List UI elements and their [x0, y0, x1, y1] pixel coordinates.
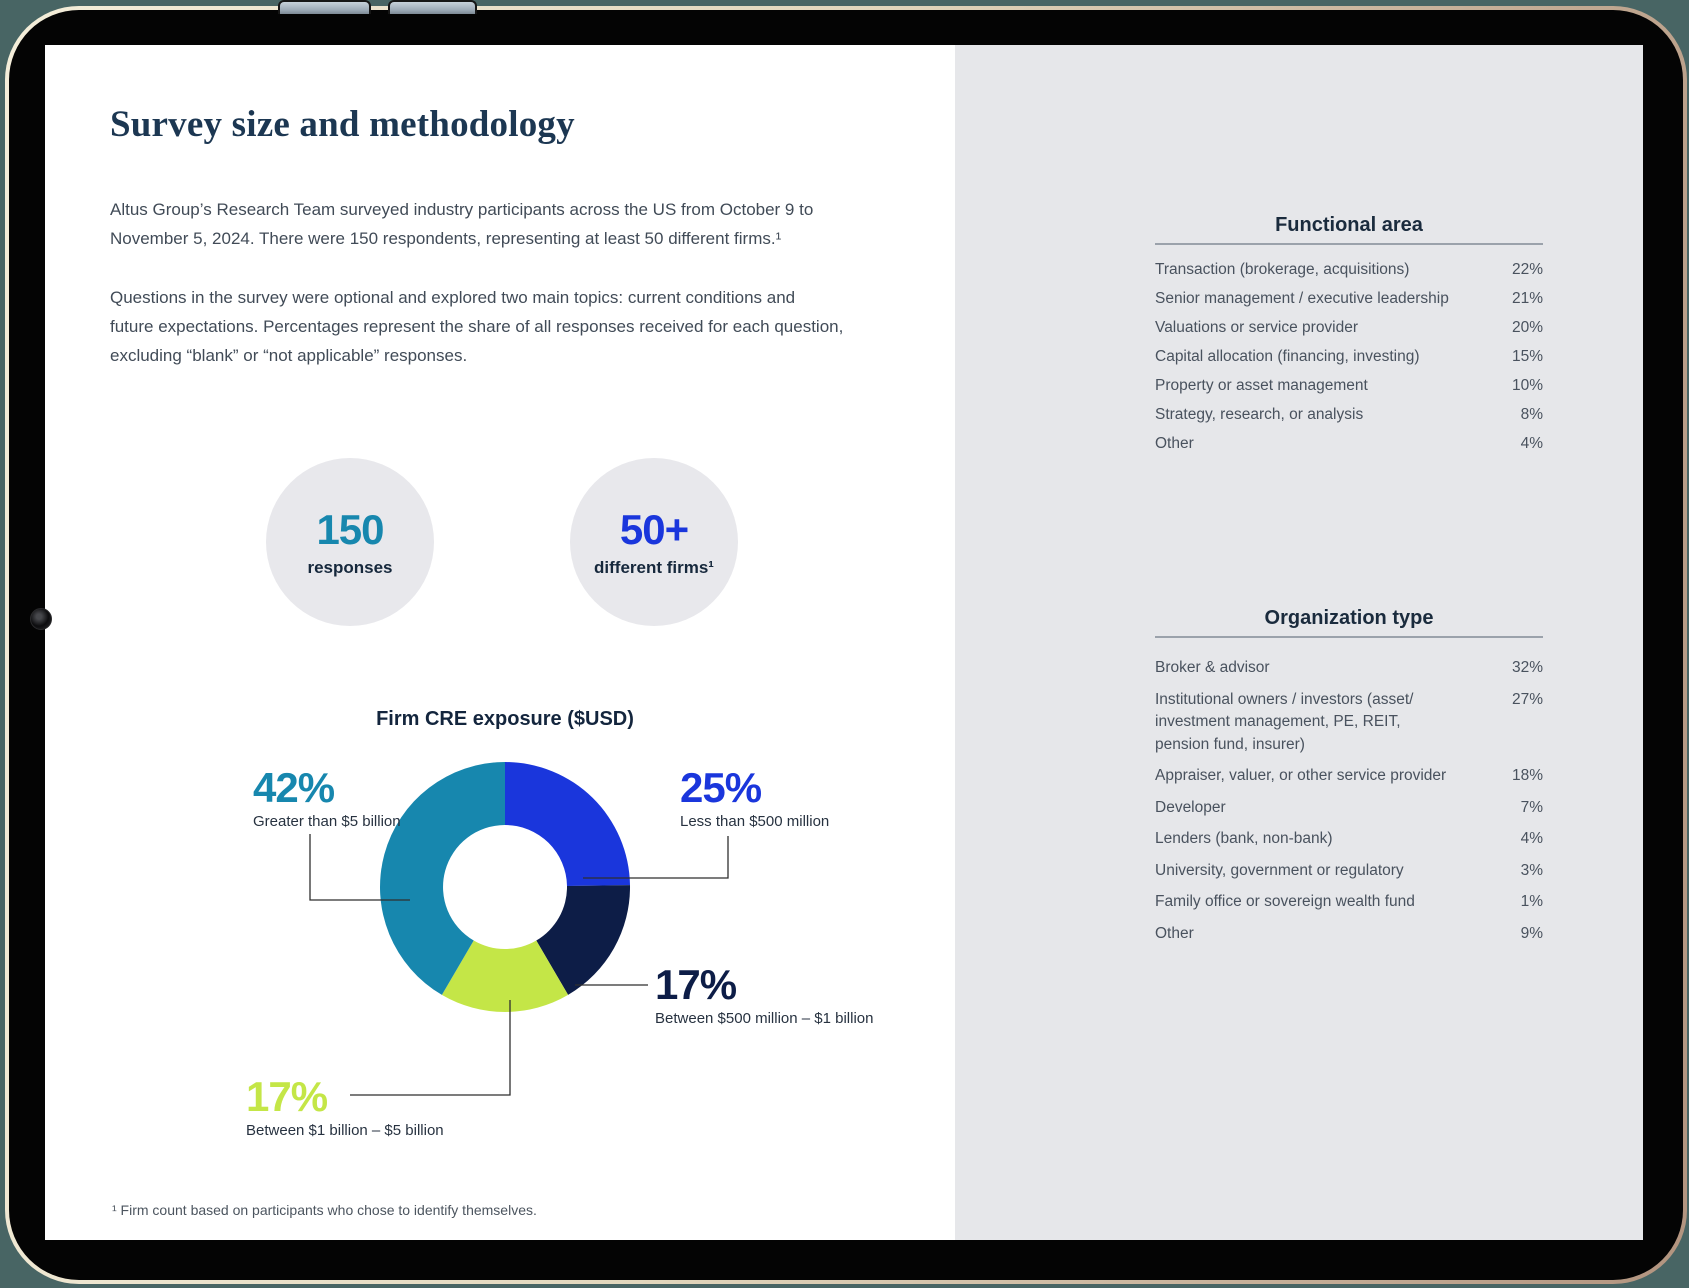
row-label: Lenders (bank, non-bank): [1155, 830, 1333, 847]
table-row: Lenders (bank, non-bank) 4%: [1155, 828, 1543, 851]
donut-segment: [505, 762, 630, 886]
row-label: Family office or sovereign wealth fund: [1155, 893, 1415, 910]
callout-line-1b-5b: [350, 1000, 511, 1096]
donut-segment: [536, 885, 631, 995]
row-value: 7%: [1520, 798, 1543, 816]
segment-label-500m-1b: 17% Between $500 million – $1 billion: [655, 961, 874, 1028]
cre-exposure-donut: [309, 762, 729, 1096]
table-row: Appraiser, valuer, or other service prov…: [1155, 765, 1543, 788]
row-label: Property or asset management: [1155, 377, 1368, 394]
donut-segment: [380, 762, 505, 995]
row-value: 10%: [1511, 377, 1543, 394]
front-camera: [30, 608, 52, 630]
row-value: 15%: [1511, 348, 1543, 365]
table-row: Institutional owners / investors (asset/…: [1155, 689, 1543, 757]
volume-button-2: [388, 0, 477, 14]
stat-value: 50+: [619, 506, 689, 553]
volume-button-1: [278, 0, 371, 14]
segment-label-greater-5b: 42% Greater than $5 billion: [253, 764, 401, 831]
stat-label: different firms¹: [594, 558, 714, 577]
methodology-paragraph: Questions in the survey were optional an…: [110, 288, 844, 365]
segment-name: Between $1 billion – $5 billion: [246, 1122, 444, 1139]
row-value: 21%: [1511, 290, 1543, 307]
segment-pct: 17%: [655, 961, 737, 1008]
tablet-frame: Functional area Transaction (brokerage, …: [5, 6, 1687, 1284]
table-row: Developer 7%: [1155, 797, 1543, 820]
row-label: Transaction (brokerage, acquisitions): [1155, 261, 1410, 278]
table-row: Valuations or service provider 20%: [1155, 317, 1543, 339]
row-label: Institutional owners / investors (asset/…: [1155, 690, 1414, 753]
table-row: Property or asset management 10%: [1155, 375, 1543, 397]
row-value: 32%: [1511, 659, 1543, 676]
row-value: 3%: [1520, 861, 1543, 879]
table-row: Other 9%: [1155, 923, 1543, 946]
segment-pct: 17%: [246, 1073, 328, 1120]
row-value: 20%: [1511, 319, 1543, 336]
table-functional-area: Functional area Transaction (brokerage, …: [1155, 213, 1543, 462]
table-row: Transaction (brokerage, acquisitions) 22%: [1155, 259, 1543, 281]
callout-line-lt500: [583, 836, 729, 879]
row-label: Strategy, research, or analysis: [1155, 406, 1364, 423]
chart-title: Firm CRE exposure ($USD): [376, 708, 634, 730]
table-organization-type: Organization type Broker & advisor 32% Ins…: [1155, 606, 1543, 954]
table-row: University, government or regulatory 3%: [1155, 860, 1543, 883]
row-value: 27%: [1511, 690, 1543, 708]
row-value: 4%: [1520, 435, 1543, 452]
table-row: Capital allocation (financing, investing…: [1155, 346, 1543, 368]
segment-label-less-500m: 25% Less than $500 million: [680, 764, 830, 831]
row-label: Appraiser, valuer, or other service prov…: [1155, 767, 1447, 784]
segment-name: Between $500 million – $1 billion: [655, 1010, 874, 1027]
row-label: Other: [1155, 435, 1194, 452]
table-rule: [1155, 636, 1543, 638]
table-rows: Transaction (brokerage, acquisitions) 22%…: [1155, 259, 1543, 455]
row-label: Other: [1155, 924, 1194, 942]
table-rule: [1155, 243, 1543, 245]
stat-value: 150: [316, 506, 384, 553]
table-row: Family office or sovereign wealth fund 1%: [1155, 891, 1543, 914]
table-row: Broker & advisor 32%: [1155, 657, 1543, 680]
table-title: Functional area: [1275, 214, 1423, 236]
row-label: Capital allocation (financing, investing…: [1155, 348, 1420, 365]
segment-pct: 42%: [253, 764, 335, 811]
row-value: 9%: [1520, 924, 1543, 942]
table-row: Other 4%: [1155, 433, 1543, 455]
segment-pct: 25%: [680, 764, 762, 811]
footnote: ¹ Firm count based on participants who c…: [112, 1202, 537, 1218]
row-label: Valuations or service provider: [1155, 319, 1359, 336]
callout-line-gt5: [309, 834, 410, 901]
stat-circle-firms: 50+ different firms¹: [570, 458, 738, 626]
row-value: 1%: [1520, 893, 1543, 910]
page-title: Survey size and methodology: [110, 104, 575, 145]
segment-name: Less than $500 million: [680, 813, 830, 830]
row-label: University, government or regulatory: [1155, 861, 1404, 879]
row-label: Senior management / executive leadership: [1155, 290, 1449, 307]
table-title: Organization type: [1264, 607, 1434, 629]
segment-name: Greater than $5 billion: [253, 813, 401, 830]
stat-label: responses: [307, 558, 393, 577]
segment-label-1b-5b: 17% Between $1 billion – $5 billion: [246, 1073, 444, 1140]
table-row: Strategy, research, or analysis 8%: [1155, 404, 1543, 426]
row-label: Broker & advisor: [1155, 659, 1270, 676]
sidebar-panel: Functional area Transaction (brokerage, …: [955, 45, 1643, 1240]
tablet-screen: Functional area Transaction (brokerage, …: [45, 45, 1643, 1240]
table-rows: Broker & advisor 32% Institutional owners …: [1155, 657, 1543, 945]
row-value: 22%: [1511, 261, 1543, 278]
stat-circle-responses: 150 responses: [266, 458, 434, 626]
row-value: 4%: [1520, 830, 1543, 847]
intro-paragraph: Altus Group’s Research Team surveyed ind…: [110, 200, 814, 248]
donut-segment: [441, 940, 569, 1012]
row-value: 18%: [1511, 767, 1543, 784]
row-value: 8%: [1520, 406, 1543, 423]
table-row: Senior management / executive leadership…: [1155, 288, 1543, 310]
row-label: Developer: [1155, 798, 1226, 816]
